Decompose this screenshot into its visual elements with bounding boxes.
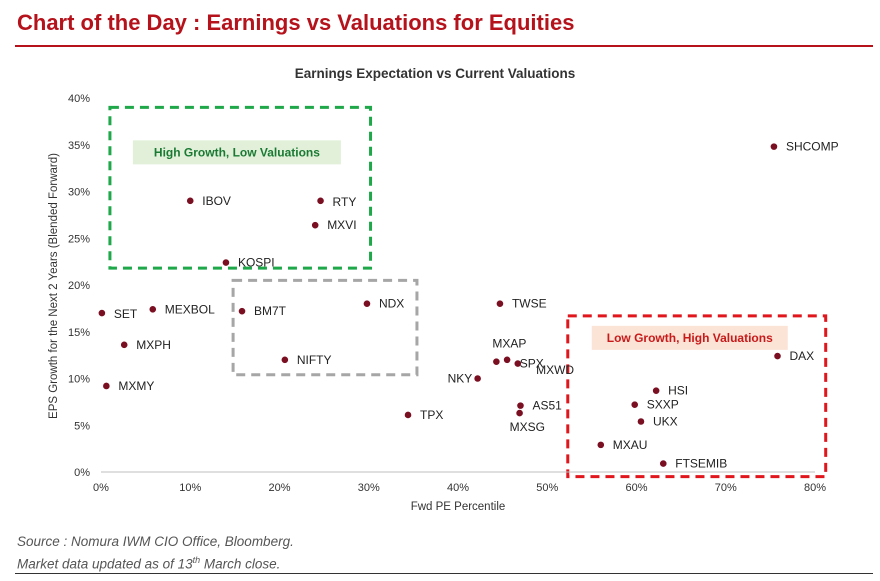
point-as51: [516, 401, 525, 410]
point-label-rty: RTY: [333, 195, 357, 209]
point-label-set: SET: [114, 307, 138, 321]
point-label-bm7t: BM7T: [254, 304, 287, 318]
point-mxau: [596, 440, 605, 449]
point-mxvi: [311, 221, 320, 230]
y-tick-label: 10%: [68, 374, 90, 386]
point-mxmy: [102, 382, 111, 390]
point-label-kospi: KOSPI: [238, 256, 275, 270]
gray-zone-box: [231, 278, 419, 377]
point-ukx: [637, 417, 645, 426]
red-zone-label: Low Growth, High Valuations: [607, 331, 773, 345]
point-label-mxau: MXAU: [613, 438, 648, 452]
y-tick-label: 15%: [68, 327, 90, 339]
point-label-shcomp: SHCOMP: [786, 140, 839, 154]
point-nifty: [280, 355, 289, 364]
green-zone-label-bg: [132, 140, 341, 165]
point-tpx: [404, 411, 412, 419]
point-mexbol: [148, 305, 157, 314]
axes-layer: 0% 10% 20% 30% 40% 50% 60% 70% 80% 0% 5% 10% 15% 20% 2…: [68, 93, 826, 494]
y-tick-label: 20%: [68, 280, 90, 292]
point-label-spx: SPX: [520, 357, 544, 371]
x-tick-label: 40%: [447, 482, 469, 494]
point-label-twse: TWSE: [512, 297, 547, 311]
point-ndx: [363, 299, 371, 308]
page-title: Chart of the Day : Earnings vs Valuation…: [17, 10, 575, 35]
point-spx: [513, 359, 522, 368]
x-tick-label: 20%: [268, 482, 290, 494]
update-prefix: Market data updated as of 13: [17, 556, 193, 572]
green-zone-label: High Growth, Low Valuations: [154, 145, 320, 159]
x-tick-label: 80%: [804, 482, 826, 494]
point-hsi: [652, 386, 661, 395]
point-kospi: [222, 258, 230, 267]
point-label-mxsg: MXSG: [510, 420, 545, 434]
point-ftsemib: [659, 459, 668, 468]
point-bm7t: [238, 307, 246, 316]
footer-rule: [15, 573, 873, 574]
title-underline: [15, 45, 873, 47]
point-label-nifty: NIFTY: [297, 353, 332, 367]
point-label-sxxp: SXXP: [647, 398, 679, 412]
points-layer: SHCOMP IBOV RTY MXVI KOSPI NDX TWSE SET MEXBOL BM…: [97, 140, 839, 471]
point-mxap: [492, 357, 501, 366]
y-tick-label: 30%: [68, 187, 90, 199]
point-label-ftsemib: FTSEMIB: [675, 457, 727, 471]
point-label-as51: AS51: [532, 399, 562, 413]
point-label-mxvi: MXVI: [327, 218, 356, 232]
x-axis-label: Fwd PE Percentile: [411, 501, 506, 513]
y-tick-label: 35%: [68, 140, 90, 152]
point-dax: [773, 352, 782, 360]
update-superscript: th: [192, 555, 201, 565]
point-shcomp: [770, 142, 778, 151]
y-axis-label: EPS Growth for the Next 2 Years (Blended…: [48, 153, 60, 419]
y-tick-label: 25%: [68, 233, 90, 245]
point-twse: [496, 299, 504, 308]
point-sxxp: [630, 400, 639, 409]
point-mxsg: [515, 409, 524, 417]
x-tick-label: 0%: [93, 482, 109, 494]
point-label-nky: NKY: [448, 372, 473, 386]
point-label-mexbol: MEXBOL: [165, 302, 215, 316]
point-label-mxmy: MXMY: [118, 379, 154, 393]
update-line: Market data updated as of 13th March clo…: [17, 551, 294, 574]
point-mxph: [120, 340, 129, 349]
green-zone-box: [108, 105, 373, 270]
update-suffix: March close.: [200, 556, 281, 572]
point-label-tpx: TPX: [420, 408, 443, 422]
scatter-chart: Earnings Expectation vs Current Valuatio…: [48, 66, 839, 513]
y-tick-label: 0%: [74, 467, 90, 479]
x-tick-label: 50%: [536, 482, 558, 494]
source-note: Source : Nomura IWM CIO Office, Bloomber…: [17, 532, 294, 574]
y-tick-label: 5%: [74, 420, 90, 432]
x-tick-label: 70%: [715, 482, 737, 494]
point-label-ndx: NDX: [379, 297, 404, 311]
point-nky: [473, 374, 482, 383]
point-label-hsi: HSI: [668, 384, 688, 398]
point-mxwd: [503, 355, 511, 364]
x-tick-label: 60%: [625, 482, 647, 494]
point-label-mxwd: MXWD: [536, 363, 574, 377]
point-ibov: [186, 196, 195, 205]
red-zone-box: [566, 314, 828, 479]
point-label-ibov: IBOV: [202, 194, 231, 208]
point-label-ukx: UKX: [653, 415, 678, 429]
point-set: [97, 309, 106, 317]
red-zone-label-bg: [591, 325, 788, 350]
x-tick-label: 30%: [358, 482, 380, 494]
chart-title: Earnings Expectation vs Current Valuatio…: [295, 66, 576, 81]
source-line: Source : Nomura IWM CIO Office, Bloomber…: [17, 534, 294, 549]
point-label-mxap: MXAP: [492, 337, 526, 351]
x-tick-label: 10%: [179, 482, 201, 494]
point-label-mxph: MXPH: [136, 338, 171, 352]
y-tick-label: 40%: [68, 93, 90, 105]
point-label-dax: DAX: [790, 349, 815, 363]
point-rty: [316, 196, 325, 205]
zones-layer: High Growth, Low Valuations Low Growth, H…: [108, 105, 828, 479]
